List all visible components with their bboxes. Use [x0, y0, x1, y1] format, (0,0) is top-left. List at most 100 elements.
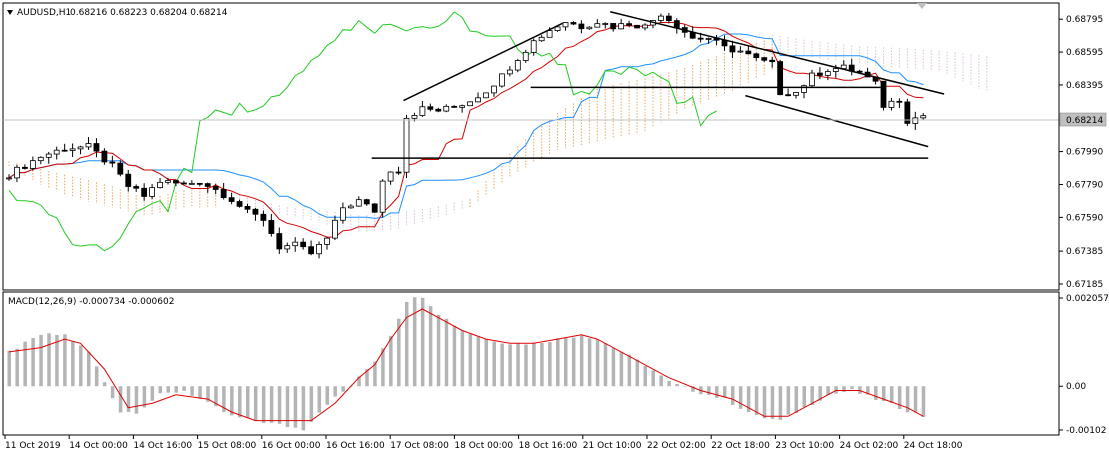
- candle: [284, 242, 291, 253]
- current-price-tag: [1059, 112, 1107, 127]
- macd-bar: [102, 382, 107, 387]
- candle: [268, 213, 275, 237]
- trendline[interactable]: [610, 11, 945, 95]
- candle: [522, 49, 529, 63]
- macd-bar: [571, 337, 576, 387]
- candle: [761, 57, 768, 63]
- candle-body: [801, 85, 807, 93]
- candle: [467, 101, 474, 107]
- candle: [339, 202, 346, 224]
- candle-body: [578, 23, 585, 30]
- macd-bar: [246, 386, 250, 418]
- candle: [602, 22, 609, 29]
- macd-histogram: [7, 297, 926, 431]
- candle-body: [753, 53, 760, 59]
- candle-body: [292, 241, 299, 247]
- candle: [586, 26, 593, 30]
- macd-bar: [532, 342, 536, 387]
- time-tick-label: 24 Oct 18:00: [904, 441, 963, 451]
- candle-body: [658, 15, 664, 21]
- chart-shift-marker-icon[interactable]: [917, 3, 927, 9]
- macd-bar: [7, 350, 11, 387]
- trendlines[interactable]: [371, 11, 945, 159]
- candle: [427, 103, 434, 112]
- time-tick-label: 11 Oct 2019: [5, 441, 61, 451]
- candle-body: [355, 199, 362, 207]
- macd-bar: [730, 386, 735, 405]
- time-tick-label: 23 Oct 10:00: [775, 441, 834, 451]
- macd-bar: [253, 386, 258, 421]
- candle: [395, 166, 402, 175]
- candle-body: [610, 23, 617, 30]
- candle-body: [276, 233, 283, 250]
- macd-bar: [889, 386, 894, 404]
- candle-body: [93, 143, 100, 152]
- candle-body: [491, 85, 497, 94]
- macd-bar: [548, 342, 552, 387]
- candle-body: [626, 23, 632, 26]
- macd-bar: [770, 386, 775, 419]
- indicator-lines: [8, 11, 924, 252]
- macd-bar: [309, 386, 314, 422]
- candle-body: [212, 186, 219, 190]
- price-tick-label: 0.68795: [1066, 15, 1103, 25]
- candle-body: [832, 68, 839, 72]
- candle: [777, 59, 784, 96]
- candle: [769, 57, 776, 68]
- macd-bar: [468, 333, 473, 387]
- macd-bar: [659, 375, 663, 387]
- candle: [21, 164, 28, 170]
- candle: [244, 203, 251, 214]
- macd-bar: [540, 342, 544, 387]
- chikou-line: [8, 11, 717, 252]
- trendline[interactable]: [403, 22, 563, 102]
- macd-pane[interactable]: MACD(12,26,9) -0.000734 -0.000602 0.0020…: [2, 291, 1109, 436]
- macd-bar: [858, 386, 862, 394]
- candle: [793, 91, 799, 99]
- candle: [920, 113, 927, 120]
- candle-body: [117, 162, 124, 175]
- macd-bar: [723, 386, 727, 398]
- macd-bar: [651, 370, 655, 387]
- candle: [6, 174, 12, 181]
- time-tick-label: 14 Oct 16:00: [133, 441, 192, 451]
- main-pane[interactable]: AUDUSD,H1 0.68216 0.68223 0.68204 0.6821…: [2, 2, 1060, 291]
- candle: [236, 199, 243, 208]
- candle-body: [14, 166, 20, 179]
- trendline[interactable]: [745, 94, 929, 148]
- candle-body: [339, 207, 346, 221]
- price-tick-label: 0.67990: [1066, 148, 1103, 158]
- candle: [896, 98, 903, 108]
- candle-body: [53, 149, 60, 155]
- candle: [824, 69, 831, 81]
- macd-bar: [794, 386, 799, 413]
- candle-body: [554, 26, 561, 31]
- candle: [85, 136, 92, 150]
- macd-bar: [810, 386, 814, 405]
- candle-body: [6, 177, 12, 180]
- candle-body: [586, 26, 593, 30]
- candle-body: [45, 153, 52, 158]
- macd-bar: [874, 386, 878, 400]
- macd-bar: [79, 345, 83, 387]
- macd-bar: [397, 318, 401, 387]
- macd-bar: [818, 386, 822, 401]
- macd-bar: [476, 336, 481, 387]
- macd-bar: [325, 386, 329, 405]
- macd-bar: [341, 386, 345, 392]
- price-tick-label: 0.67590: [1066, 213, 1103, 223]
- macd-bar: [373, 361, 377, 387]
- candle: [220, 182, 227, 200]
- candle: [180, 180, 187, 185]
- macd-bar: [126, 386, 131, 412]
- candle-body: [912, 117, 919, 124]
- candle: [419, 101, 426, 117]
- macd-bar: [921, 386, 926, 417]
- macd-bar: [635, 359, 640, 387]
- candle: [355, 196, 362, 207]
- candle: [252, 207, 259, 221]
- collapse-triangle-icon[interactable]: [7, 10, 13, 15]
- macd-bar: [15, 348, 19, 387]
- candle-body: [435, 108, 442, 112]
